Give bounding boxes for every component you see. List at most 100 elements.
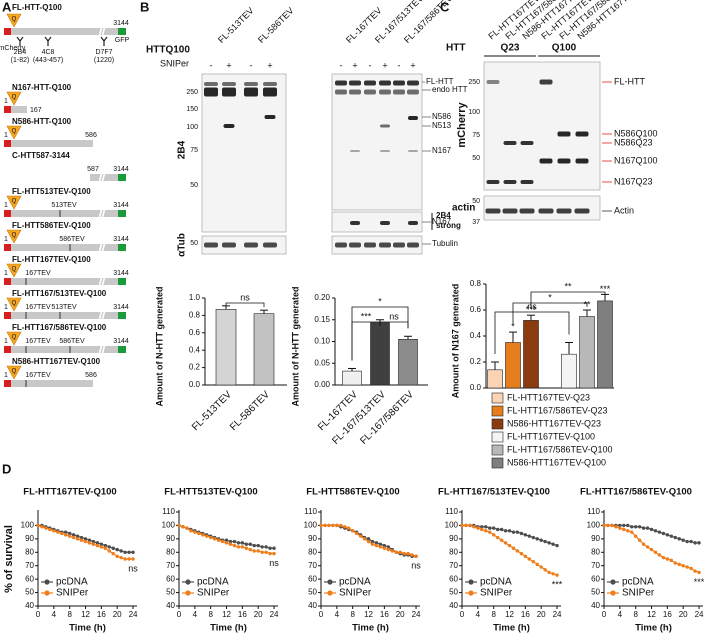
antibody-label: αTub — [177, 233, 188, 257]
x-tick-label: 8 — [208, 610, 213, 619]
data-point — [630, 525, 634, 529]
construct-label: 1 — [4, 236, 8, 243]
y-tick-label: 1.0 — [189, 293, 201, 302]
gfp-tag — [118, 346, 126, 353]
construct-label: 167TEV — [25, 338, 51, 345]
data-point — [228, 539, 233, 544]
data-point — [107, 549, 111, 553]
blot — [331, 73, 423, 211]
y-tick-label: 0.20 — [314, 293, 330, 302]
data-point — [519, 551, 524, 556]
y-tick-label: 40 — [308, 601, 317, 610]
x-tick-label: 16 — [521, 610, 530, 619]
data-point — [87, 538, 92, 542]
y-tick-label: 70 — [449, 561, 458, 570]
blot-band — [222, 82, 236, 86]
data-point — [193, 530, 197, 534]
data-point — [115, 547, 119, 552]
polyq-triangle — [6, 13, 22, 28]
data-point — [240, 541, 245, 545]
blot-band — [244, 87, 258, 97]
bar — [487, 369, 503, 389]
blot-band — [503, 141, 517, 145]
data-point — [272, 546, 276, 550]
blot-band — [335, 80, 347, 86]
data-point — [484, 529, 488, 533]
data-point — [103, 546, 108, 550]
data-point — [119, 555, 123, 560]
data-point — [614, 525, 618, 529]
construct-label: 1 — [4, 132, 8, 139]
legend-label: pcDNA — [56, 577, 88, 588]
blot-band — [407, 242, 419, 248]
blot-band — [485, 208, 501, 214]
significance: ** — [564, 281, 572, 291]
construct-body — [11, 140, 93, 147]
construct-name: C-HTT587-3144 — [12, 151, 70, 160]
blot — [331, 235, 423, 255]
mw-marker: 75 — [472, 132, 480, 139]
data-point — [40, 525, 44, 529]
y-tick-label: 100 — [445, 521, 459, 530]
y-tick-label: 40 — [449, 601, 458, 610]
data-point — [697, 541, 701, 545]
significance: *** — [600, 284, 611, 294]
sniper-sign: + — [382, 60, 387, 70]
bar — [561, 353, 577, 389]
data-point — [228, 542, 233, 546]
y-tick-label: 70 — [591, 561, 600, 570]
data-point — [52, 529, 56, 533]
sniper-sign: - — [398, 60, 401, 70]
x-tick-label: 16 — [97, 610, 106, 619]
legend-swatch — [491, 392, 504, 404]
data-point — [67, 531, 72, 536]
y-tick-label: 0.0 — [470, 383, 482, 392]
data-point — [480, 525, 484, 529]
y-tick-label: 40 — [166, 601, 175, 610]
legend-label: pcDNA — [622, 577, 654, 588]
x-tick-label: 24 — [553, 610, 562, 619]
row-label: SNIPer — [160, 58, 189, 68]
x-tick-label: 4 — [193, 610, 198, 619]
bar — [505, 342, 521, 389]
data-point — [240, 545, 245, 549]
x-axis-title: Time (h) — [69, 623, 106, 634]
x-tick-label: 24 — [270, 610, 279, 619]
y-axis-title: Amount of N-HTT generated — [154, 287, 164, 407]
blot-band — [364, 89, 376, 95]
mcherry-tag — [4, 28, 11, 35]
y-tick-label: 0.8 — [189, 311, 201, 320]
x-tick-label: 12 — [505, 610, 514, 619]
x-tick-label: 24 — [695, 610, 704, 619]
blot-band — [263, 82, 277, 86]
data-point — [224, 538, 229, 542]
data-point — [677, 562, 681, 567]
significance: ns — [389, 311, 399, 321]
chart-title: FL-HTT586TEV-Q100 — [306, 487, 399, 498]
y-tick-label: 80 — [449, 547, 458, 556]
y-tick-label: 60 — [308, 574, 317, 583]
data-point — [252, 549, 256, 553]
blot-band — [575, 158, 589, 164]
y-tick-label: 50 — [25, 588, 34, 597]
data-point — [495, 535, 500, 540]
y-tick-label: 40 — [25, 601, 34, 610]
construct-label: (1-82) — [11, 57, 30, 64]
blot-band — [349, 89, 361, 95]
blot-band — [350, 221, 360, 225]
data-point — [539, 538, 543, 542]
data-point — [107, 545, 111, 549]
data-point — [197, 531, 201, 536]
bracket — [494, 311, 570, 354]
data-point — [378, 545, 383, 549]
data-point — [641, 542, 646, 546]
blot-band — [244, 242, 258, 248]
data-point — [531, 559, 535, 564]
data-point — [236, 541, 241, 545]
blot-band — [263, 87, 277, 97]
data-point — [402, 551, 406, 556]
y-tick-label: 90 — [25, 534, 34, 543]
significance: * — [378, 296, 382, 306]
data-point — [488, 526, 492, 530]
construct-name: FL-HTT167/586TEV-Q100 — [12, 323, 107, 332]
